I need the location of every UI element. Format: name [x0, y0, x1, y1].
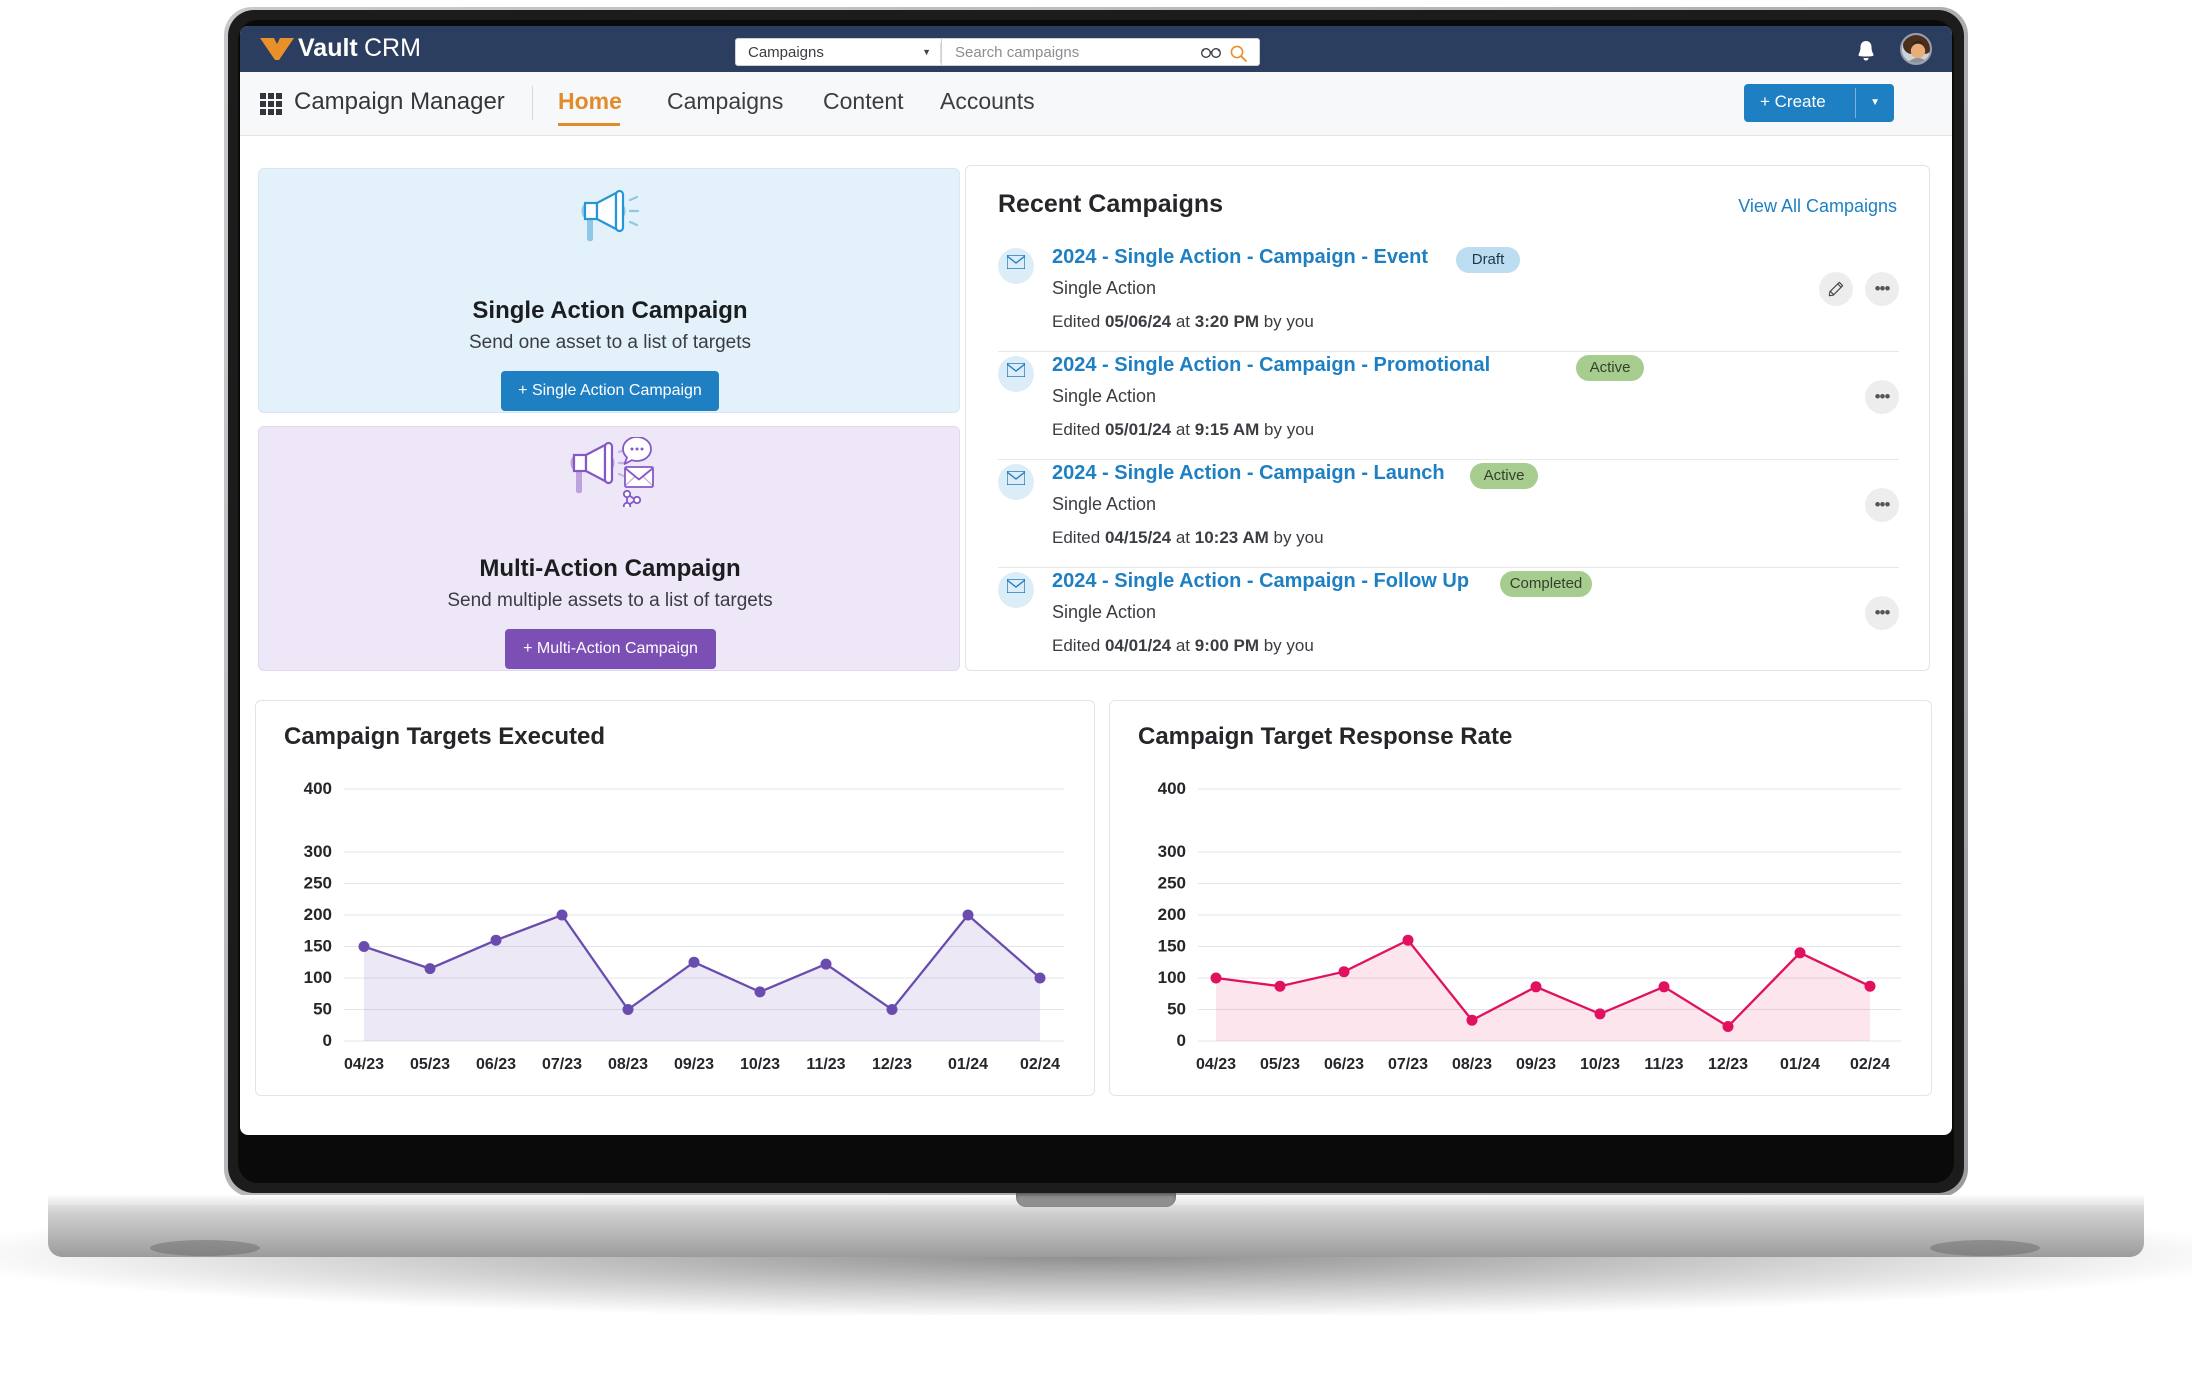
svg-text:04/23: 04/23 [1196, 1056, 1236, 1073]
svg-text:12/23: 12/23 [1708, 1056, 1748, 1073]
svg-text:200: 200 [1158, 905, 1186, 924]
svg-text:12/23: 12/23 [872, 1056, 912, 1073]
svg-text:0: 0 [323, 1031, 332, 1050]
svg-text:200: 200 [304, 905, 332, 924]
svg-text:150: 150 [304, 937, 332, 956]
svg-text:08/23: 08/23 [1452, 1056, 1492, 1073]
svg-text:150: 150 [1158, 937, 1186, 956]
svg-text:300: 300 [304, 842, 332, 861]
svg-text:05/23: 05/23 [1260, 1056, 1300, 1073]
svg-text:08/23: 08/23 [608, 1056, 648, 1073]
svg-text:01/24: 01/24 [948, 1056, 988, 1073]
svg-text:07/23: 07/23 [542, 1056, 582, 1073]
svg-text:01/24: 01/24 [1780, 1056, 1820, 1073]
svg-text:100: 100 [304, 968, 332, 987]
svg-text:250: 250 [304, 874, 332, 893]
svg-text:09/23: 09/23 [674, 1056, 714, 1073]
svg-text:09/23: 09/23 [1516, 1056, 1556, 1073]
svg-text:400: 400 [1158, 779, 1186, 798]
svg-text:10/23: 10/23 [740, 1056, 780, 1073]
svg-text:10/23: 10/23 [1580, 1056, 1620, 1073]
svg-text:400: 400 [304, 779, 332, 798]
svg-text:06/23: 06/23 [1324, 1056, 1364, 1073]
svg-text:50: 50 [1167, 1000, 1186, 1019]
svg-text:250: 250 [1158, 874, 1186, 893]
svg-text:04/23: 04/23 [344, 1056, 384, 1073]
svg-text:100: 100 [1158, 968, 1186, 987]
svg-text:11/23: 11/23 [806, 1056, 845, 1073]
svg-text:50: 50 [313, 1000, 332, 1019]
svg-text:05/23: 05/23 [410, 1056, 450, 1073]
svg-text:06/23: 06/23 [476, 1056, 516, 1073]
svg-text:300: 300 [1158, 842, 1186, 861]
svg-text:02/24: 02/24 [1020, 1056, 1060, 1073]
svg-text:0: 0 [1177, 1031, 1186, 1050]
svg-text:02/24: 02/24 [1850, 1056, 1890, 1073]
svg-text:07/23: 07/23 [1388, 1056, 1428, 1073]
svg-text:11/23: 11/23 [1644, 1056, 1683, 1073]
